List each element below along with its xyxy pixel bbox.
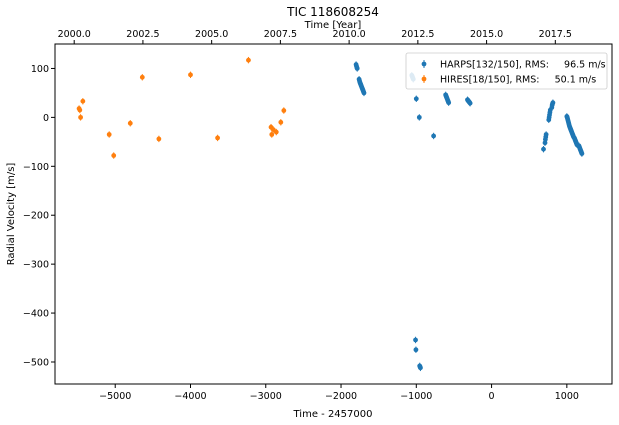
x-tick-label: −2000 <box>325 391 357 402</box>
data-point <box>418 365 423 371</box>
y-tick-label: −100 <box>23 162 49 173</box>
data-point <box>246 57 251 63</box>
data-point <box>80 98 86 104</box>
top-x-tick-label: 2002.5 <box>126 29 159 40</box>
legend-label: HIRES[18/150], RMS: 50.1 m/s <box>440 75 596 86</box>
x-tick-label: 1000 <box>555 391 579 402</box>
data-point <box>354 66 360 71</box>
data-point <box>215 135 220 141</box>
data-point <box>543 132 549 137</box>
data-point <box>273 129 279 135</box>
x-tick-label: −4000 <box>174 391 206 402</box>
data-point <box>550 100 556 106</box>
y-tick-label: −200 <box>23 211 49 222</box>
data-point <box>139 74 145 80</box>
data-point <box>446 100 452 106</box>
data-point <box>579 151 585 156</box>
data-point <box>541 146 546 152</box>
data-point <box>188 72 193 78</box>
data-point <box>413 347 419 353</box>
data-point <box>78 114 83 120</box>
top-x-tick-label: 2007.5 <box>264 29 297 40</box>
y-tick-label: −300 <box>23 260 49 271</box>
top-x-tick-label: 2010.0 <box>332 29 365 40</box>
data-point <box>278 119 284 125</box>
top-x-tick-label: 2017.5 <box>539 29 572 40</box>
data-point <box>281 108 287 113</box>
legend-marker <box>421 61 427 67</box>
top-x-tick-label: 2012.5 <box>401 29 434 40</box>
legend: HARPS[132/150], RMS: 96.5 m/s HIRES[18/15… <box>405 52 608 90</box>
data-point <box>77 107 83 113</box>
series-hires <box>76 56 287 159</box>
data-point <box>269 132 275 137</box>
data-point <box>431 133 437 139</box>
data-point <box>156 136 162 142</box>
data-point <box>416 114 422 120</box>
y-tick-label: 0 <box>43 113 49 124</box>
legend-box <box>405 52 608 90</box>
data-point <box>467 100 473 106</box>
chart-title: TIC 118608254 <box>286 5 379 19</box>
x-tick-label: −3000 <box>250 391 282 402</box>
top-x-axis-label: Time [Year] <box>304 20 362 31</box>
y-tick-label: 100 <box>31 64 49 75</box>
data-point <box>127 120 133 126</box>
legend-marker <box>421 76 427 82</box>
y-tick-label: −400 <box>23 309 49 320</box>
plot-frame <box>54 43 613 385</box>
y-tick-label: −500 <box>23 357 49 368</box>
x-axis-label: Time - 2457000 <box>293 409 373 420</box>
legend-label: HARPS[132/150], RMS: 96.5 m/s <box>440 60 606 71</box>
data-point <box>106 132 112 137</box>
x-tick-label: −5000 <box>99 391 131 402</box>
axis-ticks: −5000 −4000 −3000 −2000 −1000 0 10001000−100−2… <box>23 29 579 402</box>
data-point <box>413 337 418 343</box>
data-points <box>76 56 585 372</box>
data-point <box>111 153 117 158</box>
x-tick-label: −1000 <box>400 391 432 402</box>
top-x-tick-label: 2005.0 <box>195 29 228 40</box>
data-point <box>361 90 367 96</box>
top-x-tick-label: 2015.0 <box>470 29 503 40</box>
x-tick-label: 0 <box>489 391 495 402</box>
y-axis-label: Radial Velocity [m/s] <box>6 163 17 266</box>
top-x-tick-label: 2000.0 <box>58 29 91 40</box>
data-point <box>413 96 419 102</box>
series-harps <box>353 61 585 372</box>
